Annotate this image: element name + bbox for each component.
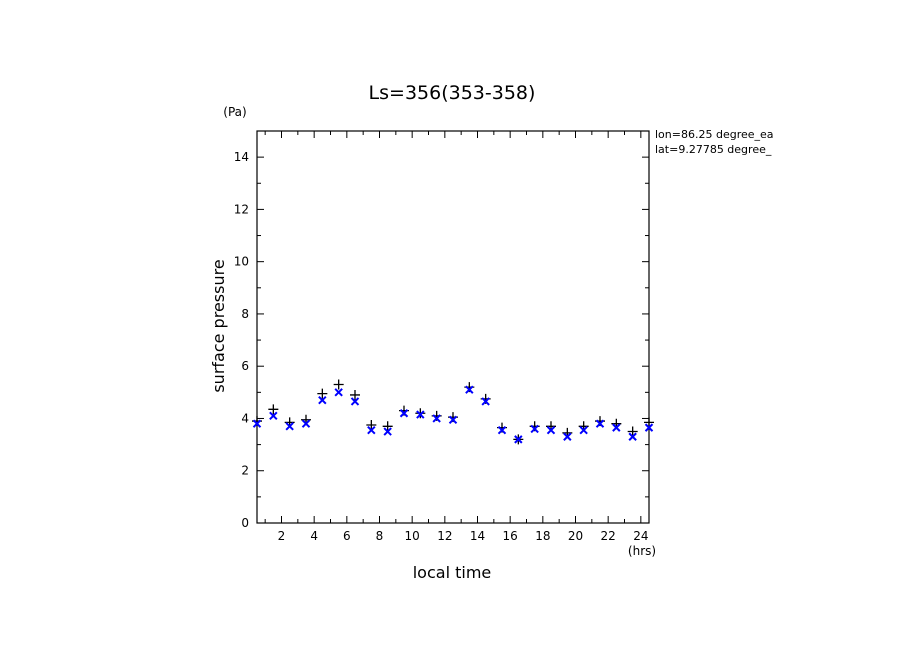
x-marker [481,397,490,406]
x-marker [301,419,311,428]
x-marker [530,424,539,434]
x-marker [367,426,376,435]
y-tick-label: 12 [234,202,249,216]
x-axis-label: local time [413,563,492,582]
x-marker [465,385,474,394]
x-marker [399,409,409,418]
y-tick-label: 10 [234,255,249,269]
plus-marker [350,389,360,400]
chart-title: Ls=356(353-358) [369,82,536,104]
plus-marker [366,420,377,430]
x-marker [350,397,360,406]
x-tick-label: 4 [310,529,318,543]
lon-annotation: lon=86.25 degree_ea [655,128,774,141]
x-marker [285,422,294,431]
plus-marker [382,421,393,432]
x-marker [432,414,441,423]
x-tick-label: 16 [503,529,518,543]
x-marker [269,411,278,421]
plus-marker [333,379,344,390]
x-marker [497,426,507,435]
plus-marker [627,426,638,437]
data-points [252,379,654,445]
x-marker [628,432,637,441]
plus-marker [268,404,279,415]
x-marker [318,395,327,405]
x-marker [644,423,654,432]
x-marker [383,427,392,436]
x-tick-label: 8 [376,529,384,543]
y-tick-label: 4 [241,411,249,425]
y-axis-label: surface pressure [209,259,228,392]
y-tick-label: 6 [241,359,249,373]
x-tick-label: 14 [470,529,485,543]
plus-marker [317,388,328,399]
x-tick-label: 6 [343,529,351,543]
x-tick-label: 2 [278,529,286,543]
y-tick-label: 14 [234,150,249,164]
y-tick-label: 0 [241,516,249,530]
x-tick-label: 10 [405,529,420,543]
plot-frame [256,130,650,524]
x-tick-label: 18 [535,529,550,543]
x-marker [448,415,458,424]
x-marker [546,426,556,435]
x-tick-label: 24 [633,529,648,543]
x-marker [579,426,588,435]
x-marker [252,419,262,428]
x-tick-label: 22 [601,529,616,543]
x-unit-label: (hrs) [628,544,656,558]
x-tick-label: 12 [437,529,452,543]
x-marker [612,423,621,432]
lat-annotation: lat=9.27785 degree_ [655,143,772,156]
y-tick-label: 8 [241,307,249,321]
x-marker [595,419,605,428]
x-tick-label: 20 [568,529,583,543]
x-marker [416,410,425,419]
plus-marker [644,417,654,428]
y-unit-label: (Pa) [223,105,246,119]
x-marker [334,388,343,397]
x-marker [563,432,572,441]
x-marker [514,435,523,444]
y-tick-label: 2 [241,464,249,478]
